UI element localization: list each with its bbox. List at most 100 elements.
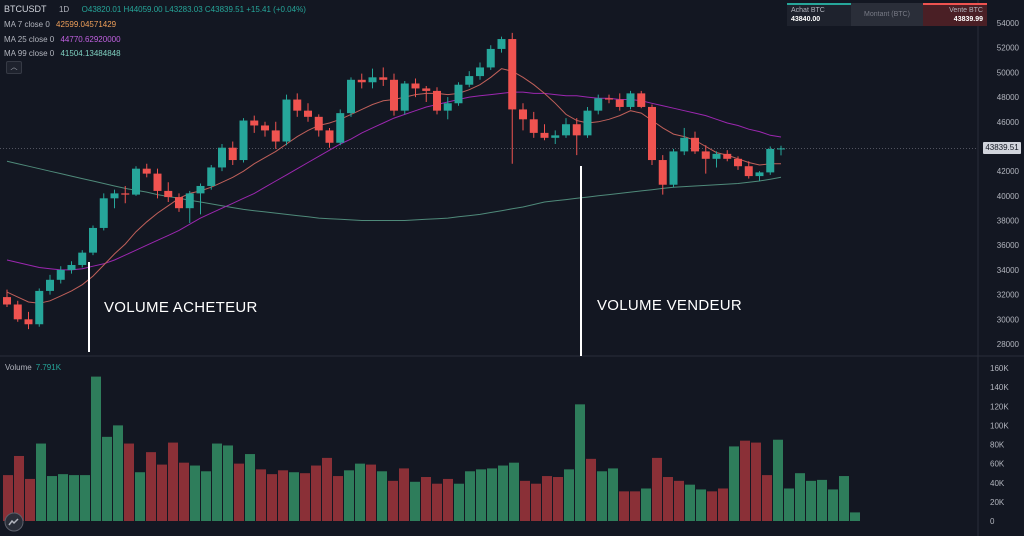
- price-tick-label: 46000: [997, 118, 1020, 127]
- volume-tick-label: 80K: [990, 441, 1005, 450]
- chevron-up-icon[interactable]: ︿: [6, 61, 22, 74]
- volume-bar: [135, 472, 145, 521]
- volume-bar: [553, 477, 563, 521]
- volume-bar: [212, 443, 222, 521]
- volume-bar: [850, 512, 860, 521]
- candle-body: [658, 160, 667, 185]
- candle-body: [433, 90, 441, 111]
- volume-bar: [91, 376, 101, 521]
- symbol-label[interactable]: BTCUSDT: [4, 4, 47, 14]
- volume-bar: [828, 489, 838, 521]
- volume-bar: [168, 442, 178, 521]
- price-tick-label: 32000: [997, 291, 1020, 300]
- candle-body: [519, 109, 527, 120]
- candle-body: [153, 173, 162, 191]
- interval-label[interactable]: 1D: [58, 5, 70, 14]
- candle-body: [218, 147, 226, 168]
- volume-bar: [839, 476, 849, 521]
- candle-body: [637, 93, 646, 107]
- candle-body: [454, 84, 463, 104]
- volume-tick-label: 20K: [990, 498, 1005, 507]
- ma25-line: [6, 91, 782, 271]
- price-tick-label: 52000: [997, 44, 1020, 53]
- seller-volume-annotation: VOLUME VENDEUR: [597, 297, 743, 314]
- volume-bar: [245, 454, 255, 521]
- volume-bar: [531, 483, 541, 521]
- candle-body: [379, 77, 388, 80]
- volume-bar: [333, 476, 343, 521]
- ma7-legend[interactable]: MA 7 close 0 42599.04571429: [4, 20, 116, 29]
- sell-button[interactable]: Vente BTC 43839.99: [923, 3, 987, 26]
- volume-bar: [509, 462, 519, 521]
- candle-body: [99, 198, 108, 228]
- price-tick-label: 30000: [997, 315, 1020, 324]
- volume-bar: [47, 476, 57, 521]
- volume-label: Volume: [5, 363, 32, 372]
- candle-body: [680, 137, 689, 152]
- volume-bar: [14, 455, 24, 521]
- candle-body: [46, 279, 54, 291]
- volume-bar: [179, 462, 189, 521]
- candle-body: [175, 197, 183, 209]
- candle-body: [35, 290, 44, 325]
- volume-bar: [113, 425, 123, 521]
- ohlc-legend: BTCUSDT 1D O43820.01 H44059.00 L43283.03…: [4, 4, 306, 14]
- candle-body: [164, 190, 173, 198]
- ma99-legend[interactable]: MA 99 close 0 41504.13484848: [4, 49, 121, 58]
- volume-bar: [476, 469, 486, 521]
- ma25-legend[interactable]: MA 25 close 0 44770.62920000: [4, 35, 121, 44]
- volume-bar: [718, 488, 728, 521]
- volume-bar: [641, 488, 651, 521]
- price-tick-label: 34000: [997, 266, 1020, 275]
- volume-bar: [729, 446, 739, 521]
- volume-bar: [564, 469, 574, 521]
- ma99-label: MA 99 close 0: [4, 49, 55, 58]
- volume-bar: [3, 475, 13, 521]
- volume-bar: [498, 465, 508, 521]
- volume-bar: [58, 474, 68, 521]
- candle-body: [185, 193, 194, 209]
- candle-body: [357, 79, 366, 83]
- candle-body: [325, 130, 334, 143]
- candle-body: [110, 193, 119, 199]
- candle-body: [89, 227, 97, 253]
- tradingview-logo-icon[interactable]: [4, 512, 24, 532]
- candle-body: [691, 137, 699, 152]
- candle-body: [67, 264, 76, 270]
- volume-tick-label: 100K: [990, 421, 1009, 430]
- amount-input[interactable]: Montant (BTC): [851, 3, 923, 26]
- volume-bar: [36, 443, 46, 521]
- candle-body: [250, 120, 259, 126]
- volume-legend: Volume 7.791K: [5, 363, 61, 372]
- buy-button[interactable]: Achat BTC 43840.00: [787, 3, 851, 26]
- candle-body: [540, 132, 549, 138]
- volume-bar: [410, 481, 420, 521]
- candle-body: [78, 252, 87, 265]
- volume-bar: [377, 471, 387, 521]
- candle-body: [422, 88, 431, 91]
- volume-bar: [784, 488, 794, 521]
- volume-bar: [421, 477, 431, 521]
- candle-body: [476, 67, 484, 77]
- candle-body: [142, 168, 151, 174]
- volume-bar: [465, 471, 475, 521]
- price-tick-label: 50000: [997, 68, 1020, 77]
- volume-bar: [740, 440, 750, 521]
- candle-body: [486, 48, 495, 68]
- candle-body: [605, 98, 613, 100]
- sell-price: 43839.99: [953, 16, 983, 23]
- volume-bar: [289, 472, 299, 521]
- price-tick-label: 54000: [997, 19, 1020, 28]
- candle-body: [196, 185, 205, 194]
- volume-bar: [652, 457, 662, 521]
- ma7-value: 42599.04571429: [56, 20, 117, 29]
- candle-body: [551, 135, 560, 138]
- candle-body: [734, 158, 742, 167]
- volume-tick-label: 120K: [990, 402, 1009, 411]
- volume-value: 7.791K: [35, 363, 62, 372]
- candle-body: [293, 99, 302, 111]
- volume-bar: [355, 463, 365, 521]
- candle-body: [132, 168, 140, 195]
- volume-bar: [157, 464, 167, 521]
